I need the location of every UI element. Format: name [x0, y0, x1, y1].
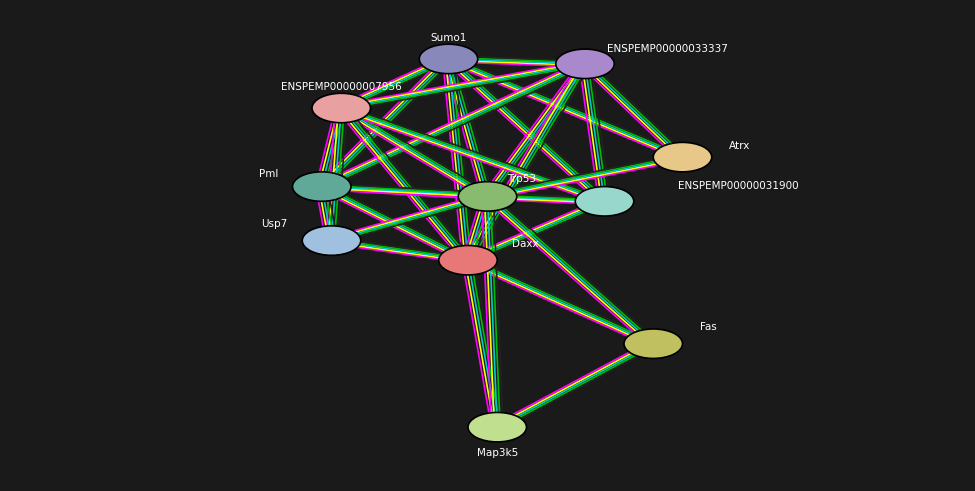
- Text: Pml: Pml: [258, 169, 278, 179]
- Text: ENSPEMP00000007956: ENSPEMP00000007956: [281, 82, 402, 92]
- Text: Daxx: Daxx: [512, 239, 538, 249]
- Circle shape: [302, 226, 361, 255]
- Circle shape: [624, 329, 682, 358]
- Circle shape: [458, 182, 517, 211]
- Text: ENSPEMP00000033337: ENSPEMP00000033337: [607, 44, 728, 54]
- Circle shape: [292, 172, 351, 201]
- Circle shape: [575, 187, 634, 216]
- Circle shape: [439, 246, 497, 275]
- Text: Atrx: Atrx: [729, 141, 751, 151]
- Text: Sumo1: Sumo1: [430, 33, 467, 43]
- Text: Usp7: Usp7: [261, 219, 288, 229]
- Text: Map3k5: Map3k5: [477, 448, 518, 458]
- Circle shape: [468, 412, 526, 442]
- Text: ENSPEMP00000031900: ENSPEMP00000031900: [678, 181, 799, 191]
- Circle shape: [312, 93, 370, 123]
- Circle shape: [653, 142, 712, 172]
- Circle shape: [556, 49, 614, 79]
- Text: Fas: Fas: [700, 323, 717, 332]
- Text: Trp53: Trp53: [507, 174, 536, 184]
- Circle shape: [419, 44, 478, 74]
